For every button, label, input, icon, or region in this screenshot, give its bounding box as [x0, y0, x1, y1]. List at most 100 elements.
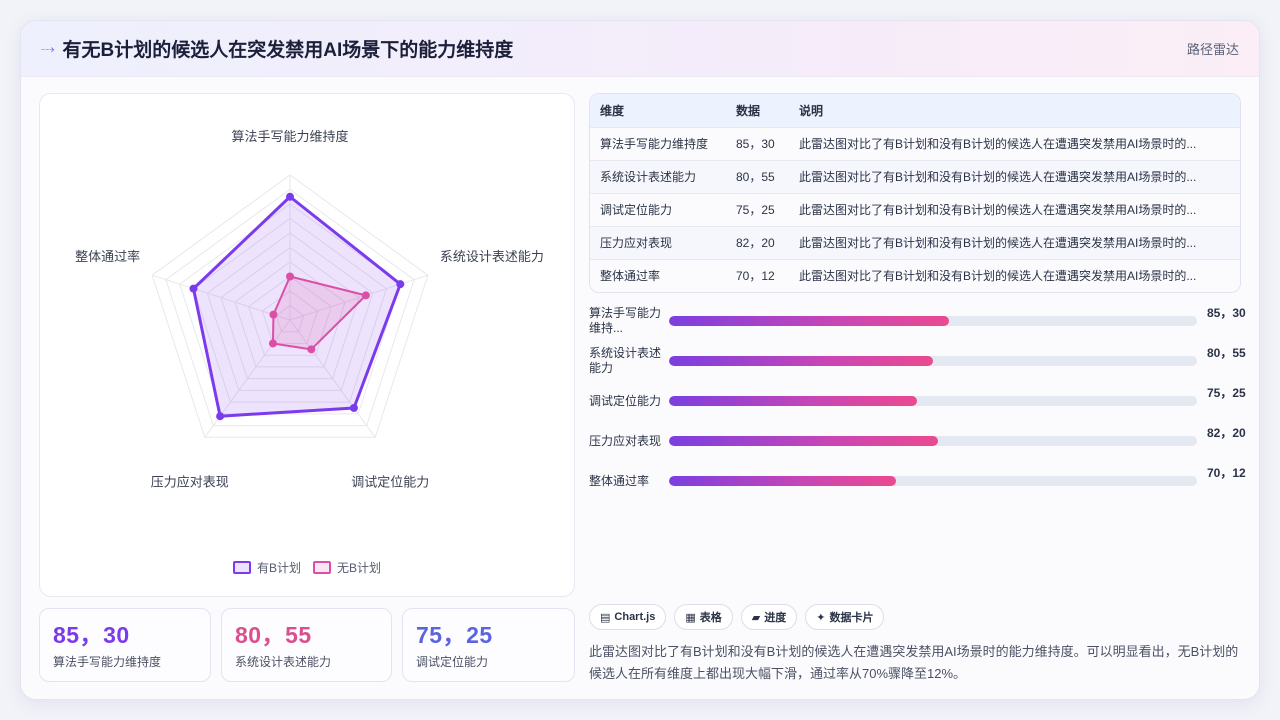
table-cell-description: 此雷达图对比了有B计划和没有B计划的候选人在遭遇突发禁用AI场景时的... — [799, 203, 1197, 217]
radar-grid-ring — [234, 261, 346, 368]
bar-fill — [669, 356, 933, 366]
bar-track — [669, 356, 1197, 366]
stat-label: 调试定位能力 — [416, 655, 489, 669]
radar-grid-ring — [192, 217, 388, 403]
header: ⤏ 有无B计划的候选人在突发禁用AI场景下的能力维持度 路径雷达 — [21, 21, 1259, 77]
radar-data-point — [216, 412, 225, 421]
table-cell-data: 85，30 — [736, 137, 775, 151]
bar-track — [669, 316, 1197, 326]
stat-card-debugging: 75，25 调试定位能力 — [402, 608, 575, 682]
chip-chartjs[interactable]: ▤ Chart.js — [589, 604, 667, 630]
route-icon: ⤏ — [41, 40, 55, 56]
table-cell-dimension: 调试定位能力 — [600, 203, 673, 217]
chip-label: 表格 — [699, 612, 722, 624]
page-title: 有无B计划的候选人在突发禁用AI场景下的能力维持度 — [62, 40, 514, 61]
radar-data-point — [286, 272, 294, 281]
stat-label: 系统设计表述能力 — [235, 655, 332, 669]
radar-grid-ring — [151, 174, 429, 438]
table-cell-description: 此雷达图对比了有B计划和没有B计划的候选人在遭遇突发禁用AI场景时的... — [799, 236, 1197, 250]
bar-row: 系统设计表述能力 80，55 — [589, 343, 1249, 383]
stat-value: 75，25 — [416, 622, 493, 648]
bar-row: 整体通过率 70，12 — [589, 463, 1249, 503]
table-header-description: 说明 — [799, 103, 824, 118]
bar-fill — [669, 476, 897, 486]
bar-label: 算法手写能力维持... — [589, 306, 662, 335]
chip-data-cards[interactable]: ✦ 数据卡片 — [805, 604, 885, 630]
radar-data-point — [189, 284, 198, 293]
bar-value: 70，12 — [1207, 466, 1246, 480]
radar-series-area — [271, 275, 367, 351]
legend-item-with-plan[interactable]: 有B计划 — [232, 559, 301, 576]
table-cell-description: 此雷达图对比了有B计划和没有B计划的候选人在遭遇突发禁用AI场景时的... — [799, 269, 1197, 284]
bar-row: 算法手写能力维持... 85，30 — [589, 303, 1249, 343]
bar-label: 整体通过率 — [589, 473, 650, 488]
bar-value: 85，30 — [1207, 306, 1246, 320]
radar-axis-label: 整体通过率 — [75, 249, 140, 264]
bar-value: 80，55 — [1207, 346, 1246, 360]
summary-text: 此雷达图对比了有B计划和没有B计划的候选人在遭遇突发禁用AI场景时的能力维持度。… — [589, 644, 1239, 681]
view-chips: ▤ Chart.js ▦ 表格 ▰ 进度 ✦ 数据卡片 — [589, 604, 885, 630]
table-cell-dimension: 系统设计表述能力 — [600, 170, 697, 184]
bar-track — [669, 476, 1197, 486]
chart-icon: ▤ — [600, 611, 611, 624]
radar-grid-ring — [275, 304, 305, 333]
chip-progress[interactable]: ▰ 进度 — [740, 604, 798, 630]
radar-spoke — [151, 274, 291, 321]
radar-grid-ring — [220, 246, 360, 380]
bar-label: 压力应对表现 — [589, 433, 662, 448]
radar-data-point — [349, 403, 358, 412]
legend-swatch-with-plan — [232, 561, 251, 574]
stat-value: 85，30 — [53, 622, 130, 648]
stat-value: 80，55 — [235, 622, 312, 648]
bar-track — [669, 436, 1197, 446]
legend-item-without-plan[interactable]: 无B计划 — [313, 559, 381, 576]
radar-grid-ring — [248, 275, 332, 356]
bar-row: 压力应对表现 82，20 — [589, 423, 1249, 463]
stat-card-system-design: 80，55 系统设计表述能力 — [221, 608, 392, 682]
radar-data-point — [269, 310, 278, 319]
legend-swatch-without-plan — [313, 561, 331, 574]
bar-value: 82，20 — [1207, 426, 1246, 440]
bar-fill — [669, 436, 939, 446]
table-header-row: 维度 数据 说明 — [590, 94, 1240, 127]
table-row: 压力应对表现 82，20 此雷达图对比了有B计划和没有B计划的候选人在遭遇突发禁… — [590, 226, 1240, 259]
sparkle-icon: ✦ — [816, 611, 826, 624]
radar-data-point — [361, 291, 370, 300]
radar-axis-label: 压力应对表现 — [151, 474, 229, 489]
chip-label: Chart.js — [614, 611, 656, 623]
table-header-data: 数据 — [736, 103, 761, 118]
table-header-dimension: 维度 — [600, 103, 625, 118]
bar-track — [669, 396, 1197, 406]
chip-table[interactable]: ▦ 表格 — [674, 604, 733, 630]
stat-label: 算法手写能力维持度 — [53, 655, 162, 669]
table-cell-description: 此雷达图对比了有B计划和没有B计划的候选人在遭遇突发禁用AI场景时的... — [799, 170, 1197, 184]
radar-spoke — [289, 319, 376, 438]
radar-panel: 算法手写能力维持度系统设计表述能力调试定位能力 压力应对表现 整体通过率 有B计划 … — [39, 93, 575, 597]
progress-icon: ▰ — [751, 611, 761, 624]
table-cell-data: 70，12 — [736, 269, 775, 284]
radar-data-point — [307, 345, 316, 354]
chip-label: 进度 — [764, 612, 787, 624]
radar-axis-label: 算法手写能力维持度 — [231, 129, 348, 144]
table-cell-dimension: 算法手写能力维持度 — [600, 137, 709, 151]
dashboard-card: ⤏ 有无B计划的候选人在突发禁用AI场景下的能力维持度 路径雷达 算法手写能力维… — [20, 20, 1260, 700]
table-row: 算法手写能力维持度 85，30 此雷达图对比了有B计划和没有B计划的候选人在遭遇… — [590, 127, 1240, 160]
radar-spoke — [289, 274, 429, 321]
radar-axis-label: 调试定位能力 — [351, 474, 429, 489]
table-row: 整体通过率 70，12 此雷达图对比了有B计划和没有B计划的候选人在遭遇突发禁用… — [590, 259, 1240, 292]
legend-label-without-plan: 无B计划 — [337, 561, 382, 575]
table-row: 系统设计表述能力 80，55 此雷达图对比了有B计划和没有B计划的候选人在遭遇突… — [590, 160, 1240, 193]
radar-data-point — [286, 192, 294, 201]
chart-legend: 有B计划 无B计划 — [40, 559, 574, 576]
legend-label-with-plan: 有B计划 — [256, 561, 301, 575]
stat-card-algorithm: 85，30 算法手写能力维持度 — [39, 608, 211, 682]
bar-fill — [669, 316, 949, 326]
radar-axis-label: 系统设计表述能力 — [440, 249, 544, 264]
bar-label: 调试定位能力 — [589, 393, 662, 408]
table-cell-data: 75，25 — [736, 203, 775, 217]
table-cell-data: 80，55 — [736, 170, 775, 184]
radar-data-point — [268, 339, 277, 348]
table-cell-description: 此雷达图对比了有B计划和没有B计划的候选人在遭遇突发禁用AI场景时的... — [799, 137, 1197, 151]
data-table: 维度 数据 说明 算法手写能力维持度 85，30 此雷达图对比了有B计划和没有B… — [589, 93, 1241, 293]
